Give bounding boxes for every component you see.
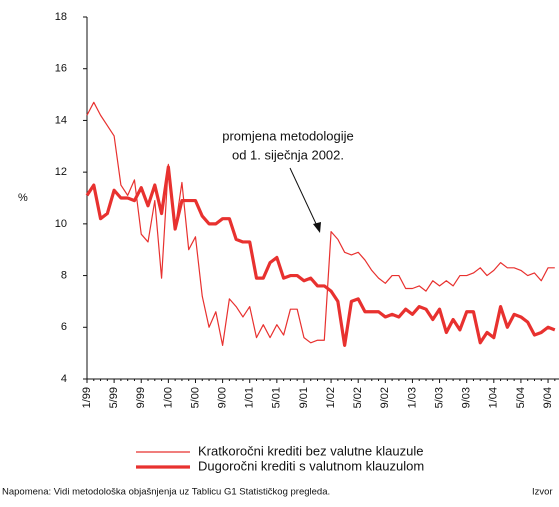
- note: Napomena: Vidi metodološka objašnjenja u…: [2, 487, 330, 498]
- source: Izvor: [532, 487, 553, 498]
- y-axis-label: %: [18, 192, 28, 204]
- x-tick-label: 5/03: [433, 387, 445, 408]
- x-tick-label: 5/00: [189, 387, 201, 408]
- y-tick-label: 12: [55, 166, 67, 178]
- x-tick-label: 9/04: [542, 387, 554, 408]
- y-tick-label: 16: [55, 63, 67, 75]
- x-tick-label: 5/02: [352, 387, 364, 408]
- x-tick-label: 5/99: [108, 387, 120, 408]
- x-tick-label: 1/00: [162, 387, 174, 408]
- x-tick-label: 9/99: [135, 387, 147, 408]
- annotation-arrowhead: [313, 222, 321, 233]
- annotation-box: [202, 122, 374, 166]
- annotation-arrow: [289, 167, 319, 229]
- y-tick-label: 14: [55, 114, 67, 126]
- x-tick-label: 5/01: [271, 387, 283, 408]
- x-tick-label: 1/01: [244, 387, 256, 408]
- y-tick-label: 18: [55, 11, 67, 23]
- series-line: [85, 165, 556, 347]
- x-tick-label: 9/03: [461, 387, 473, 408]
- annotation: od 1. siječnja 2002.: [232, 147, 344, 162]
- x-tick-label: 1/04: [488, 387, 500, 408]
- x-tick-label: 1/03: [406, 387, 418, 408]
- annotation: promjena metodologije: [222, 128, 354, 143]
- y-tick-label: 6: [61, 321, 67, 333]
- legend-label: Kratkoročni krediti bez valutne klauzule: [198, 443, 423, 458]
- x-tick-label: 1/02: [325, 387, 337, 408]
- y-tick-label: 8: [61, 269, 67, 281]
- y-tick-label: 4: [61, 373, 67, 385]
- legend-label: Dugoročni krediti s valutnom klauzulom: [198, 458, 424, 473]
- x-tick-label: 9/00: [217, 387, 229, 408]
- x-tick-label: 9/01: [298, 387, 310, 408]
- y-tick-label: 10: [55, 218, 67, 230]
- x-tick-label: 1/99: [81, 387, 93, 408]
- x-tick-label: 5/04: [515, 387, 527, 408]
- x-tick-label: 9/02: [379, 387, 391, 408]
- series-line: [86, 101, 555, 346]
